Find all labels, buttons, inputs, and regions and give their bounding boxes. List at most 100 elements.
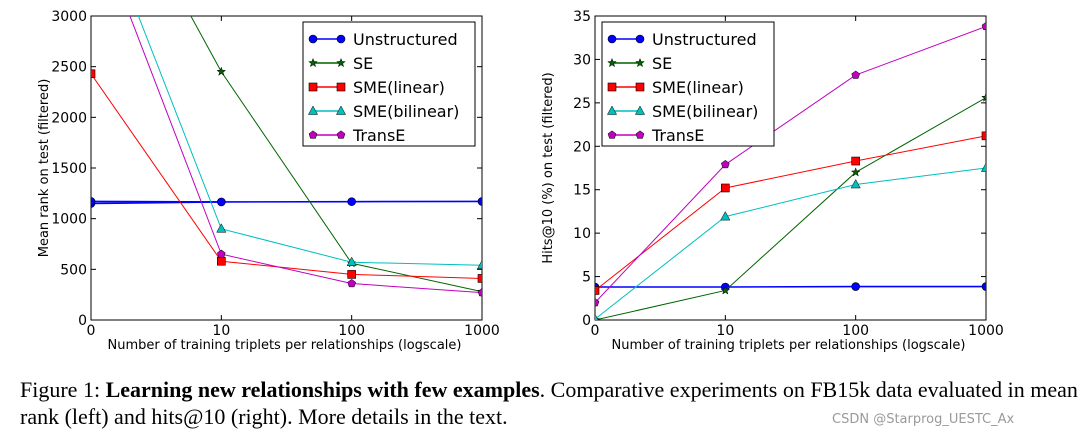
data-point [595, 298, 600, 307]
y-axis-label: Hits@10 (%) on test (filtered) [541, 72, 556, 263]
legend-label: TransE [352, 126, 405, 145]
data-point [477, 288, 482, 297]
legend-marker [336, 34, 346, 44]
series-sme-bilinear- [137, 16, 482, 270]
x-tick-label: 1000 [464, 323, 500, 339]
data-point [850, 178, 861, 189]
data-point [347, 270, 356, 279]
legend-label: Unstructured [353, 30, 458, 49]
legend-label: SME(bilinear) [652, 102, 758, 121]
legend-marker [607, 34, 617, 44]
series-line [91, 73, 482, 279]
y-tick-label: 2500 [51, 60, 87, 76]
series-unstructured [595, 282, 986, 292]
x-tick-label: 10 [716, 323, 734, 339]
data-point [980, 162, 986, 172]
caption-title: Learning new relationships with few exam… [105, 377, 540, 402]
data-point [91, 69, 96, 79]
y-tick-label: 0 [78, 313, 87, 329]
series-transe [595, 21, 986, 307]
legend-marker [308, 82, 318, 92]
data-point [850, 167, 861, 177]
y-tick-label: 20 [573, 139, 591, 155]
y-tick-label: 1000 [51, 212, 87, 228]
legend-marker [335, 105, 347, 115]
legend-label: SE [652, 54, 672, 73]
legend-label: Unstructured [652, 30, 757, 49]
data-point [477, 274, 482, 283]
data-point [851, 156, 860, 166]
series-sme-linear- [91, 69, 482, 283]
caption-body: . Comparative experiments on FB15k data … [20, 377, 1078, 429]
data-point [217, 249, 226, 258]
y-tick-label: 5 [582, 270, 591, 286]
data-point [216, 66, 227, 76]
x-tick-label: 100 [338, 323, 365, 339]
data-point [347, 278, 356, 288]
data-point [217, 197, 226, 207]
data-point [721, 159, 730, 169]
caption-prefix: Figure 1: [20, 377, 106, 402]
legend-label: SME(linear) [353, 78, 445, 97]
legend-marker [635, 34, 645, 44]
data-point [981, 282, 986, 291]
series-sme-bilinear- [595, 162, 986, 320]
x-tick-label: 100 [842, 323, 869, 339]
legend-label: SE [353, 54, 373, 73]
y-axis-label: Mean rank on test (filtered) [37, 79, 52, 258]
data-point [216, 223, 227, 233]
series-line [595, 97, 986, 320]
legend-marker [336, 57, 346, 68]
x-tick-label: 0 [591, 323, 600, 339]
series-line [91, 200, 482, 203]
y-tick-label: 1500 [51, 161, 87, 177]
legend-marker [606, 105, 618, 115]
data-point [851, 70, 860, 79]
legend-marker [607, 57, 617, 68]
data-point [595, 313, 599, 320]
legend-marker [308, 34, 318, 44]
legend-label: TransE [651, 126, 704, 145]
series-sme-linear- [595, 131, 986, 295]
legend-box [302, 21, 476, 147]
legend-box [601, 21, 775, 147]
y-tick-label: 10 [573, 226, 591, 242]
series-unstructured [91, 197, 482, 208]
series-line-alt [91, 201, 222, 205]
data-point [981, 131, 986, 141]
y-tick-label: 25 [573, 96, 591, 112]
series-line [595, 135, 986, 291]
legend-label: SME(linear) [652, 78, 744, 97]
data-point [476, 259, 482, 270]
series-line [137, 16, 482, 266]
legend-marker [607, 82, 617, 92]
series-line [595, 167, 986, 320]
series-transe [129, 16, 482, 297]
y-tick-label: 0 [582, 313, 591, 329]
data-point [720, 211, 731, 221]
y-tick-label: 3000 [51, 9, 87, 25]
data-point [851, 282, 860, 291]
legend-marker [635, 57, 645, 68]
data-point [91, 197, 96, 206]
figure-caption: Figure 1: Learning new relationships wit… [20, 376, 1080, 430]
legend-marker [336, 130, 346, 139]
data-point [346, 256, 357, 266]
data-point [347, 197, 356, 206]
data-point [721, 183, 730, 193]
data-point [981, 21, 986, 31]
series-line [595, 25, 986, 303]
data-point [720, 285, 731, 295]
data-point [981, 92, 986, 102]
y-tick-label: 30 [573, 52, 591, 68]
watermark: CSDN @Starprog_UESTC_Ax [832, 412, 1015, 427]
legend-marker [634, 105, 646, 115]
data-point [595, 286, 600, 295]
legend-marker [635, 130, 645, 139]
y-tick-label: 2000 [51, 110, 87, 126]
data-point [217, 256, 226, 266]
y-tick-label: 500 [60, 262, 87, 278]
legend-marker [635, 82, 645, 92]
